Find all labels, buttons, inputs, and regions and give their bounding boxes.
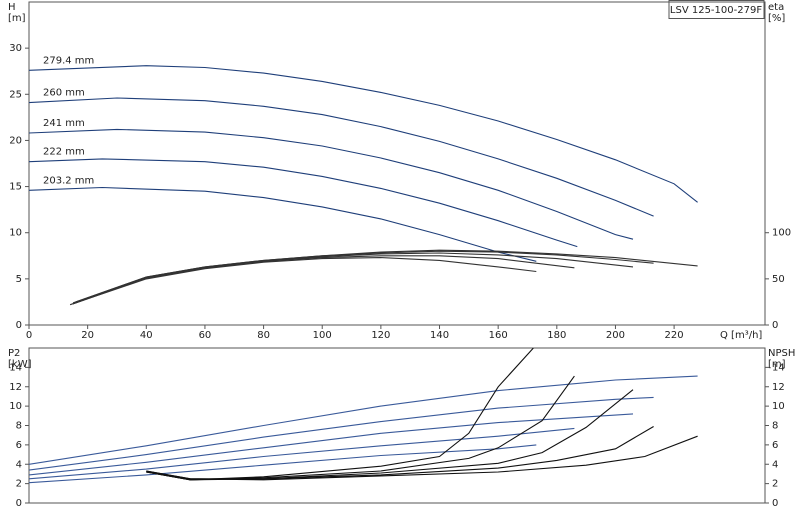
y-tick-label: 12	[9, 382, 22, 393]
y-tick-label: 20	[9, 135, 22, 146]
y-tick-label: 30	[9, 43, 22, 54]
curves	[29, 65, 698, 306]
y2-tick-label: 50	[772, 274, 785, 285]
y2-tick-label: 100	[772, 228, 791, 239]
y-axis-unit: [m]	[8, 13, 26, 24]
curve	[29, 128, 634, 240]
curve-label: 203.2 mm	[43, 175, 94, 186]
y2-axis-unit: [m]	[768, 359, 786, 370]
curve	[29, 427, 575, 480]
y-axis-unit: [kW]	[8, 359, 32, 370]
curves	[29, 348, 698, 484]
curve	[72, 250, 654, 304]
x-tick-label: 60	[199, 330, 212, 341]
y2-tick-label: 0	[772, 498, 778, 509]
y2-tick-label: 12	[772, 382, 785, 393]
title-box	[668, 0, 765, 19]
y2-tick-label: 8	[772, 421, 778, 432]
chart-title: LSV 125-100-279F	[670, 5, 762, 16]
plot-frame	[28, 1, 766, 326]
curve	[29, 375, 698, 465]
y-tick-label: 10	[9, 401, 22, 412]
y-tick-label: 2	[16, 479, 22, 490]
x-tick-label: 0	[26, 330, 32, 341]
curve	[146, 348, 534, 481]
y2-tick-label: 14	[772, 362, 785, 373]
y2-tick-label: 2	[772, 479, 778, 490]
curve	[29, 413, 634, 476]
curve	[29, 97, 654, 217]
curve	[29, 396, 654, 471]
curve	[29, 186, 537, 262]
curve	[69, 257, 537, 306]
x-tick-label: 40	[140, 330, 153, 341]
y-tick-label: 25	[9, 89, 22, 100]
x-tick-label: 20	[81, 330, 94, 341]
y-tick-label: 5	[16, 274, 22, 285]
curve-label: 279.4 mm	[43, 55, 94, 66]
x-tick-label: 120	[371, 330, 390, 341]
plot-frame	[28, 347, 766, 504]
x-axis-label: Q [m³/h]	[720, 330, 762, 341]
curve	[146, 375, 575, 481]
y2-axis-unit: [%]	[768, 13, 785, 24]
y-tick-label: 4	[16, 459, 22, 470]
y-tick-label: 6	[16, 440, 22, 451]
curve	[29, 444, 537, 484]
x-tick-label: 80	[257, 330, 270, 341]
y2-axis-label: NPSH	[768, 348, 795, 359]
x-tick-label: 140	[430, 330, 449, 341]
y-tick-label: 0	[16, 498, 22, 509]
x-tick-label: 220	[665, 330, 684, 341]
curve-label: 222 mm	[43, 147, 85, 158]
y-tick-label: 14	[9, 362, 22, 373]
curve-label: 241 mm	[43, 118, 85, 129]
y-axis-label: H	[8, 2, 16, 13]
curve	[29, 158, 578, 248]
y2-axis-label: eta	[768, 2, 784, 13]
y2-tick-label: 4	[772, 459, 778, 470]
y-tick-label: 15	[9, 182, 22, 193]
y-axis-label: P2	[8, 348, 20, 359]
x-tick-label: 200	[606, 330, 625, 341]
x-tick-label: 180	[547, 330, 566, 341]
y2-tick-label: 10	[772, 401, 785, 412]
x-tick-label: 100	[313, 330, 332, 341]
curve	[72, 255, 575, 305]
y-tick-label: 0	[16, 320, 22, 331]
curve-label: 260 mm	[43, 88, 85, 99]
x-tick-label: 160	[489, 330, 508, 341]
y-tick-label: 10	[9, 228, 22, 239]
y2-tick-label: 0	[772, 320, 778, 331]
y-tick-label: 8	[16, 421, 22, 432]
y2-tick-label: 6	[772, 440, 778, 451]
curve	[72, 252, 634, 305]
curve	[29, 65, 698, 203]
